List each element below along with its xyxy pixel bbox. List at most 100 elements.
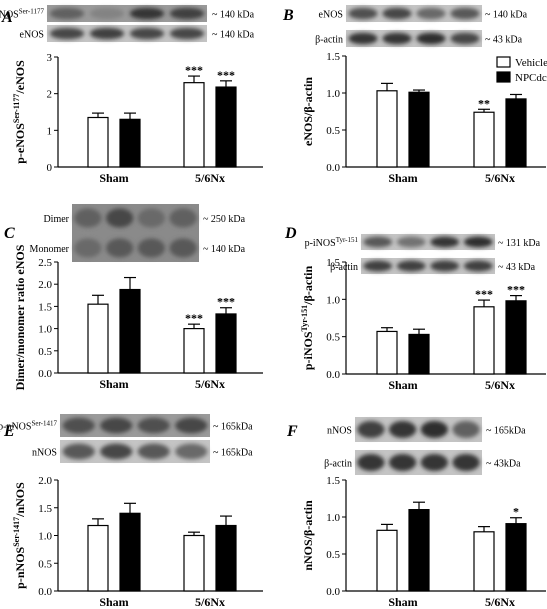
bar-npcdc (505, 98, 527, 168)
significance-marker: * (513, 505, 519, 519)
bar-vehicle (376, 330, 398, 375)
blot-kda-marker: ~ 165kDa (213, 422, 253, 433)
blot-row-label: Dimer (43, 214, 69, 225)
blot-row-name: nNOS (327, 426, 352, 437)
bar-vehicle (183, 534, 205, 592)
blot-row-name: eNOS (319, 10, 343, 21)
x-category-label: Sham (388, 378, 417, 392)
blot-band (463, 260, 493, 272)
panel-label: F (286, 423, 298, 440)
blot-band (129, 27, 165, 40)
y-axis-label: eNOS/β-actin (301, 77, 315, 146)
bar-npcdc (215, 313, 237, 374)
blot-band (430, 260, 460, 272)
blot-band (169, 208, 197, 228)
blot-strip (346, 30, 482, 47)
blot-row-label: nNOS (32, 448, 57, 459)
blot-band (420, 421, 449, 438)
y-tick-label: 1.0 (326, 88, 340, 100)
bar-npcdc (119, 512, 141, 592)
blot-strip (47, 25, 207, 42)
significance-marker: *** (185, 311, 203, 325)
blot-band (105, 208, 134, 228)
panel-label: A (1, 9, 13, 26)
blot-band (348, 32, 378, 45)
y-tick-label: 0.5 (326, 332, 340, 344)
y-tick-label: 0.0 (38, 586, 52, 598)
y-axis-label-superscript: Ser-1177 (12, 94, 21, 123)
blot-row-name: eNOS (20, 30, 44, 41)
blot-row-name: β-actin (324, 459, 352, 470)
bar-chart: 0.0 0.5 1.0 1.5 eNOS/β-actin Sham ** 5/6Nx (301, 51, 546, 185)
y-axis-label-suffix: /β-actin (301, 266, 315, 306)
bar-chart: 0.0 0.5 1.0 1.5 nNOS/β-actin Sham * 5/6Nx (301, 475, 546, 609)
bar-chart: 0 1 2 3 p-eNOSSer-1177/eNOS Sham *** *** 5/6Nx (12, 52, 263, 185)
bar-vehicle (376, 90, 398, 168)
y-tick-label: 1 (47, 125, 53, 137)
blot-band (89, 27, 125, 40)
blot-band (175, 443, 208, 460)
blot-kda-marker: ~ 43kDa (486, 459, 521, 470)
y-axis-label-main: p-eNOS (13, 123, 27, 164)
blot-band (62, 443, 95, 460)
blot-row-superscript: Tyr-151 (336, 236, 359, 244)
blot-kda-marker: ~ 140 kDa (212, 10, 255, 21)
blot-row-label: β-actin (324, 459, 352, 470)
blot-kda-marker: ~ 165kDa (486, 426, 526, 437)
blot-row-label: p-eNOSSer-1177 (0, 8, 44, 21)
blot-band (357, 454, 385, 471)
blot-band (420, 454, 449, 471)
x-category-label: 5/6Nx (195, 377, 225, 391)
blot-strip (47, 5, 207, 22)
blot-band (396, 260, 426, 272)
bar-vehicle (87, 524, 109, 592)
blot-band (100, 443, 133, 460)
y-axis-label-main: p-nNOS (13, 546, 27, 588)
y-axis-label-main: p-iNOS (301, 331, 315, 370)
bar-chart: 0.0 0.5 1.0 1.5 2.0 p-nNOSSer-1417/nNOS Sham 5/… (12, 475, 263, 609)
bar-npcdc (119, 118, 141, 168)
blot-kda-marker: ~ 250 kDa (203, 214, 246, 225)
blot-kda-marker: ~ 43 kDa (498, 262, 536, 273)
blot-kda-marker: ~ 131 kDa (498, 238, 541, 249)
blot-band (363, 260, 393, 272)
blot-band (430, 236, 460, 248)
panel-f: F nNOS ~ 165kDa β-actin ~ 43kDa 0.0 0.5 1.0 1.… (286, 417, 546, 609)
blot-band (382, 32, 412, 45)
significance-marker: *** (507, 283, 525, 297)
bar-vehicle (87, 116, 109, 168)
y-tick-label: 2.0 (38, 279, 52, 291)
blot-kda-marker: ~ 140 kDa (212, 30, 255, 41)
blot-strip (361, 234, 495, 250)
blot-band (348, 7, 378, 20)
western-blot-image: nNOS ~ 165kDa β-actin ~ 43kDa (324, 417, 526, 475)
blot-band (388, 421, 417, 438)
blot-row-label: β-actin (315, 35, 343, 46)
y-axis-label: p-iNOSTyr-151/β-actin (300, 266, 315, 371)
y-axis-label-suffix: /eNOS (13, 60, 27, 95)
blot-band (450, 32, 480, 45)
y-tick-label: 1.5 (38, 503, 52, 515)
western-blot-image: p-iNOSTyr-151 ~ 131 kDa β-actin ~ 43 kDa (305, 234, 541, 274)
blot-band (137, 443, 170, 460)
x-category-label: 5/6Nx (195, 595, 225, 609)
blot-row-label: eNOS (319, 10, 343, 21)
legend-swatch-vehicle (496, 56, 511, 68)
blot-kda-marker: ~ 140 kDa (485, 10, 528, 21)
y-tick-label: 2 (47, 89, 53, 101)
blot-row-superscript: Ser-1177 (19, 8, 45, 16)
blot-row-name: β-actin (315, 35, 343, 46)
y-tick-label: 0.5 (326, 549, 340, 561)
bar-npcdc (408, 509, 430, 592)
y-axis-label: p-eNOSSer-1177/eNOS (12, 60, 27, 164)
blot-band (129, 7, 165, 20)
western-blot-image: p-eNOSSer-1177 ~ 140 kDa eNOS ~ 140 kDa (0, 5, 255, 42)
bar-vehicle (376, 529, 398, 592)
x-category-label: Sham (99, 595, 128, 609)
legend-label-vehicle: Vehicle (515, 57, 547, 69)
panel-label: C (4, 225, 15, 242)
blot-band (137, 208, 166, 228)
western-blot-image: Dimer ~ 250 kDa Monomer ~ 140 kDa (30, 204, 246, 262)
